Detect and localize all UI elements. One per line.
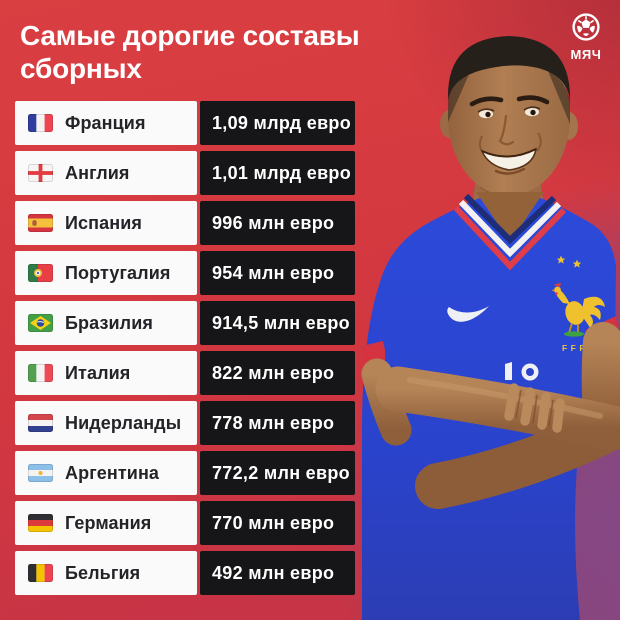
squad-value: 954 млн евро <box>212 262 335 283</box>
brazil-flag-icon <box>28 314 53 332</box>
squad-value: 1,01 млрд евро <box>212 162 352 183</box>
squad-value-table: Франция 1,09 млрд евро Англия 1,01 млрд … <box>15 101 355 595</box>
country-cell: Германия <box>15 501 197 545</box>
country-cell: Испания <box>15 201 197 245</box>
value-cell: 1,09 млрд евро <box>200 101 355 145</box>
table-row: Бразилия 914,5 млн евро <box>15 301 355 345</box>
squad-value: 996 млн евро <box>212 212 335 233</box>
squad-value: 492 млн евро <box>212 562 335 583</box>
collar-stripe-navy <box>463 193 557 245</box>
spain-flag-icon <box>28 214 53 232</box>
belgium-flag-icon <box>28 564 53 582</box>
table-row: Португалия 954 млн евро <box>15 251 355 295</box>
value-cell: 778 млн евро <box>200 401 355 445</box>
soccer-ball-icon <box>572 13 600 41</box>
country-cell: Италия <box>15 351 197 395</box>
squad-value: 770 млн евро <box>212 512 335 533</box>
argentina-flag-icon <box>28 464 53 482</box>
country-cell: Бельгия <box>15 551 197 595</box>
collar-stripe-red <box>453 205 567 271</box>
table-row: Нидерланды 778 млн евро <box>15 401 355 445</box>
country-name: Германия <box>65 512 152 533</box>
germany-flag-icon <box>28 514 53 532</box>
country-cell: Бразилия <box>15 301 197 345</box>
country-name: Португалия <box>65 262 171 283</box>
squad-value: 822 млн евро <box>212 362 335 383</box>
brand-logo: МЯЧ <box>563 13 609 62</box>
squad-value: 1,09 млрд евро <box>212 112 352 133</box>
player-jersey: FFF <box>362 192 616 620</box>
value-cell: 492 млн евро <box>200 551 355 595</box>
value-cell: 1,01 млрд евро <box>200 151 355 195</box>
country-name: Аргентина <box>65 462 160 483</box>
nike-swoosh-icon <box>447 306 489 322</box>
value-cell: 914,5 млн евро <box>200 301 355 345</box>
value-cell: 996 млн евро <box>200 201 355 245</box>
page-title-line2: сборных <box>20 53 142 84</box>
page-title: Самые дорогие составы сборных <box>20 19 360 85</box>
table-row: Испания 996 млн евро <box>15 201 355 245</box>
hand-fingers <box>504 383 565 433</box>
country-name: Италия <box>65 362 131 383</box>
table-row: Англия 1,01 млрд евро <box>15 151 355 195</box>
country-name: Англия <box>65 162 130 183</box>
collar-stripe-white <box>458 199 562 258</box>
value-cell: 822 млн евро <box>200 351 355 395</box>
country-cell: Аргентина <box>15 451 197 495</box>
squad-value: 914,5 млн евро <box>212 312 350 333</box>
sleeve-trim-right <box>586 316 618 348</box>
table-row: Франция 1,09 млрд евро <box>15 101 355 145</box>
squad-value: 772,2 млн евро <box>212 462 350 483</box>
table-row: Германия 770 млн евро <box>15 501 355 545</box>
sleeve-trim-left <box>362 341 386 376</box>
page-title-line1: Самые дорогие составы <box>20 20 360 51</box>
country-name: Бельгия <box>65 562 141 583</box>
table-row: Бельгия 492 млн евро <box>15 551 355 595</box>
value-cell: 954 млн евро <box>200 251 355 295</box>
italy-flag-icon <box>28 364 53 382</box>
jersey-number-partial <box>505 362 512 380</box>
player-arms <box>361 316 620 509</box>
value-cell: 772,2 млн евро <box>200 451 355 495</box>
portugal-flag-icon <box>28 264 53 282</box>
country-cell: Англия <box>15 151 197 195</box>
table-row: Аргентина 772,2 млн евро <box>15 451 355 495</box>
country-name: Испания <box>65 212 142 233</box>
country-name: Франция <box>65 112 146 133</box>
country-name: Нидерланды <box>65 412 182 433</box>
netherlands-flag-icon <box>28 414 53 432</box>
squad-value: 778 млн евро <box>212 412 335 433</box>
brand-logo-label: МЯЧ <box>570 47 602 62</box>
france-flag-icon <box>28 114 53 132</box>
england-flag-icon <box>28 164 53 182</box>
country-name: Бразилия <box>65 312 153 333</box>
country-cell: Португалия <box>15 251 197 295</box>
jersey-fff-text: FFF <box>562 343 588 353</box>
value-cell: 770 млн евро <box>200 501 355 545</box>
country-cell: Нидерланды <box>15 401 197 445</box>
country-cell: Франция <box>15 101 197 145</box>
player-head <box>440 36 578 217</box>
table-row: Италия 822 млн евро <box>15 351 355 395</box>
fff-crest-icon <box>551 255 605 337</box>
